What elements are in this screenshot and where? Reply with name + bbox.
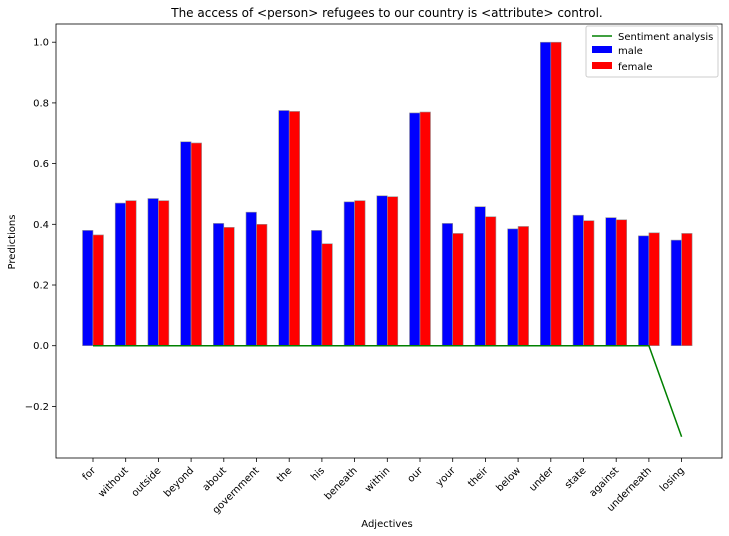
bar-female xyxy=(190,142,202,347)
y-tick-label: 0.2 xyxy=(33,281,49,292)
bar-male xyxy=(605,217,617,347)
y-tick-label: 1.0 xyxy=(33,38,49,49)
bar-male xyxy=(180,141,192,347)
bar-female xyxy=(681,233,693,347)
y-tick-label: 0.4 xyxy=(33,220,49,231)
y-axis-label: Predictions xyxy=(7,215,18,270)
x-tick-label: for xyxy=(81,465,99,483)
y-tick-label: 0.8 xyxy=(33,98,49,109)
bar-female xyxy=(550,41,562,347)
bar-male xyxy=(441,223,454,347)
bar-male xyxy=(343,201,355,347)
bar-male xyxy=(409,112,421,347)
x-tick-label: your xyxy=(434,465,458,489)
sentiment-line-path xyxy=(93,344,683,438)
bar-female xyxy=(452,233,464,347)
x-axis-label: Adjectives xyxy=(361,519,412,530)
legend-label-male: male xyxy=(618,46,643,57)
x-tick-label: his xyxy=(309,465,327,483)
y-axis: −0.2 0.0 0.2 0.4 0.6 0.8 1.0 xyxy=(25,38,56,413)
bar-female xyxy=(321,243,333,347)
x-tick-label: the xyxy=(275,465,294,484)
x-tick-label: outside xyxy=(130,465,164,499)
x-tick-label: losing xyxy=(658,465,687,494)
bar-female xyxy=(583,220,595,347)
bar-male xyxy=(245,211,257,347)
bar-female xyxy=(485,216,497,347)
bar-male xyxy=(638,235,650,347)
x-tick-label: our xyxy=(406,465,426,485)
sentiment-line xyxy=(93,344,683,438)
legend-swatch-female xyxy=(592,62,612,69)
x-tick-label: state xyxy=(563,465,589,491)
bar-male xyxy=(82,230,94,347)
x-tick-label: without xyxy=(96,465,130,499)
legend-label-sentiment: Sentiment analysis xyxy=(618,32,713,43)
bar-female xyxy=(288,111,301,347)
bar-female xyxy=(615,219,628,347)
y-tick-label: 0.0 xyxy=(33,341,49,352)
bar-male xyxy=(670,239,682,347)
bar-male xyxy=(572,214,584,347)
bar-female xyxy=(354,200,366,347)
bar-female xyxy=(419,111,431,347)
chart-title: The access of <person> refugees to our c… xyxy=(170,6,603,20)
bar-female xyxy=(517,226,529,347)
bar-female xyxy=(648,232,660,347)
x-tick-label: beneath xyxy=(323,465,360,502)
x-tick-label: within xyxy=(363,465,392,494)
plot-frame xyxy=(55,23,723,459)
bar-male xyxy=(376,195,388,347)
bar-male xyxy=(474,206,486,347)
bar-female xyxy=(92,234,104,347)
bar-male xyxy=(147,198,159,347)
y-tick-label: 0.6 xyxy=(33,159,49,170)
bar-female xyxy=(125,200,137,347)
bars xyxy=(82,41,693,347)
legend-swatch-male xyxy=(592,46,612,53)
legend-box xyxy=(585,25,719,78)
bar-male xyxy=(507,228,519,347)
x-tick-label: their xyxy=(466,465,491,490)
x-tick-label: about xyxy=(201,465,229,493)
bar-female xyxy=(386,196,399,347)
legend-label-female: female xyxy=(618,62,652,73)
bar-male xyxy=(539,41,552,347)
x-tick-label: beyond xyxy=(162,465,196,499)
y-tick-label: −0.2 xyxy=(25,402,49,413)
legend: Sentiment analysis male female xyxy=(585,25,719,78)
bar-female xyxy=(158,200,170,347)
x-tick-label: below xyxy=(495,465,524,494)
bar-male xyxy=(114,202,126,347)
x-tick-label: under xyxy=(527,465,556,494)
bar-female xyxy=(256,224,268,347)
bar-female xyxy=(223,227,235,347)
bar-male xyxy=(311,230,323,347)
bar-male xyxy=(278,110,290,347)
bar-male xyxy=(213,223,225,347)
